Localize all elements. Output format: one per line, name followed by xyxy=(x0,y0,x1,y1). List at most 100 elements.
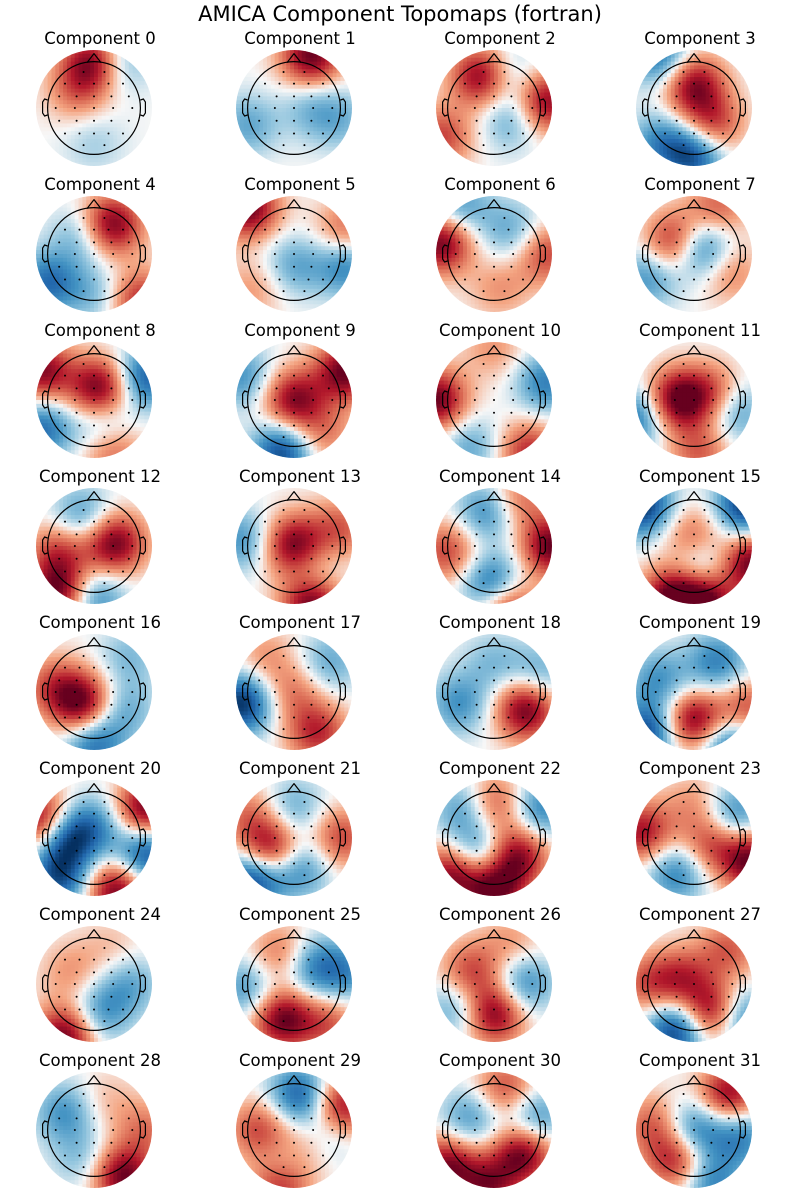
component-title: Component 27 xyxy=(600,905,800,925)
topomap-field xyxy=(36,196,152,312)
head-outline xyxy=(42,637,146,740)
head-outline xyxy=(242,783,346,886)
head-outline xyxy=(442,637,546,740)
sensor-markers xyxy=(654,71,734,147)
sensor-markers xyxy=(54,217,134,293)
topomap xyxy=(636,780,752,896)
topomap xyxy=(236,50,352,166)
component-title: Component 29 xyxy=(200,1051,400,1071)
component-cell: Component 11 xyxy=(600,292,800,458)
component-title: Component 22 xyxy=(400,759,600,779)
head-outline xyxy=(642,637,746,740)
component-cell: Component 22 xyxy=(400,730,600,896)
component-cell: Component 26 xyxy=(400,876,600,1042)
component-cell: Component 10 xyxy=(400,292,600,458)
topomap-field xyxy=(236,926,352,1042)
component-cell: Component 0 xyxy=(0,0,200,166)
component-cell: Component 21 xyxy=(200,730,400,896)
topomap xyxy=(36,780,152,896)
sensor-markers xyxy=(454,655,534,731)
head-outline xyxy=(442,1075,546,1178)
head-outline xyxy=(242,199,346,302)
sensor-markers xyxy=(454,217,534,293)
component-cell: Component 29 xyxy=(200,1022,400,1188)
component-title: Component 31 xyxy=(600,1051,800,1071)
sensor-markers xyxy=(454,363,534,439)
sensor-markers xyxy=(54,509,134,585)
head-outline xyxy=(242,345,346,448)
sensor-markers xyxy=(54,947,134,1023)
sensor-markers xyxy=(54,801,134,877)
head-outline xyxy=(42,783,146,886)
head-outline xyxy=(642,345,746,448)
topomap xyxy=(236,342,352,458)
sensor-markers xyxy=(654,947,734,1023)
component-title: Component 8 xyxy=(0,321,200,341)
component-title: Component 4 xyxy=(0,175,200,195)
sensor-markers xyxy=(654,217,734,293)
component-title: Component 5 xyxy=(200,175,400,195)
component-cell: Component 24 xyxy=(0,876,200,1042)
head-outline xyxy=(242,1075,346,1178)
head-outline xyxy=(42,491,146,594)
component-cell: Component 3 xyxy=(600,0,800,166)
head-outline xyxy=(242,929,346,1032)
component-cell: Component 31 xyxy=(600,1022,800,1188)
component-cell: Component 1 xyxy=(200,0,400,166)
component-title: Component 7 xyxy=(600,175,800,195)
sensor-markers xyxy=(654,801,734,877)
sensor-markers xyxy=(654,655,734,731)
component-cell: Component 14 xyxy=(400,438,600,604)
topomap-field xyxy=(636,1072,752,1188)
head-outline xyxy=(42,199,146,302)
component-title: Component 19 xyxy=(600,613,800,633)
component-cell: Component 23 xyxy=(600,730,800,896)
component-title: Component 11 xyxy=(600,321,800,341)
sensor-markers xyxy=(254,947,334,1023)
topomap xyxy=(36,1072,152,1188)
sensor-markers xyxy=(54,655,134,731)
head-outline xyxy=(42,929,146,1032)
sensor-markers xyxy=(454,71,534,147)
sensor-markers xyxy=(454,801,534,877)
topomap xyxy=(236,634,352,750)
sensor-markers xyxy=(54,363,134,439)
component-title: Component 23 xyxy=(600,759,800,779)
sensor-markers xyxy=(254,217,334,293)
component-title: Component 21 xyxy=(200,759,400,779)
component-cell: Component 6 xyxy=(400,146,600,312)
component-cell: Component 19 xyxy=(600,584,800,750)
component-cell: Component 28 xyxy=(0,1022,200,1188)
component-cell: Component 30 xyxy=(400,1022,600,1188)
component-cell: Component 4 xyxy=(0,146,200,312)
topomap xyxy=(436,926,552,1042)
head-outline xyxy=(42,53,146,156)
component-cell: Component 5 xyxy=(200,146,400,312)
component-title: Component 1 xyxy=(200,29,400,49)
sensor-markers xyxy=(54,1093,134,1169)
component-cell: Component 7 xyxy=(600,146,800,312)
topomap xyxy=(436,1072,552,1188)
head-outline xyxy=(242,637,346,740)
topomap xyxy=(36,342,152,458)
component-title: Component 16 xyxy=(0,613,200,633)
sensor-markers xyxy=(254,509,334,585)
component-title: Component 0 xyxy=(0,29,200,49)
sensor-markers xyxy=(254,655,334,731)
component-title: Component 2 xyxy=(400,29,600,49)
topomap xyxy=(236,780,352,896)
component-title: Component 15 xyxy=(600,467,800,487)
topomap xyxy=(636,196,752,312)
topomap xyxy=(436,780,552,896)
head-outline xyxy=(442,345,546,448)
head-outline xyxy=(442,929,546,1032)
head-outline xyxy=(642,783,746,886)
topomap xyxy=(436,196,552,312)
component-cell: Component 15 xyxy=(600,438,800,604)
topomap xyxy=(636,488,752,604)
topomap xyxy=(436,488,552,604)
head-outline xyxy=(442,199,546,302)
head-outline xyxy=(242,53,346,156)
sensor-markers xyxy=(454,947,534,1023)
topomap xyxy=(436,50,552,166)
